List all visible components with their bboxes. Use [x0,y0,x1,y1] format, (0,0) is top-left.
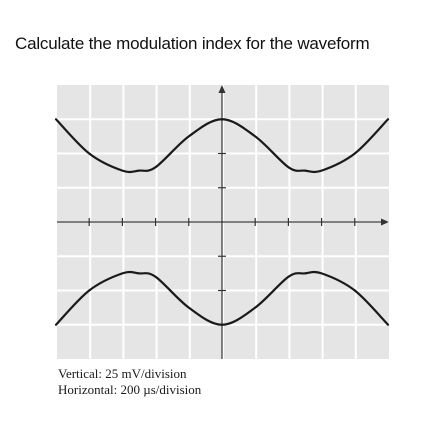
y-axis-arrow [218,85,226,93]
question-text: Calculate the modulation index for the w… [15,34,370,53]
horizontal-scale-caption: Horizontal: 200 µs/division [58,382,202,397]
x-axis-arrow [381,218,389,226]
waveform-traces [54,118,390,326]
vertical-scale-caption: Vertical: 25 mV/division [58,366,187,381]
upper-envelope-trace [54,118,390,174]
lower-envelope-trace [54,270,390,326]
